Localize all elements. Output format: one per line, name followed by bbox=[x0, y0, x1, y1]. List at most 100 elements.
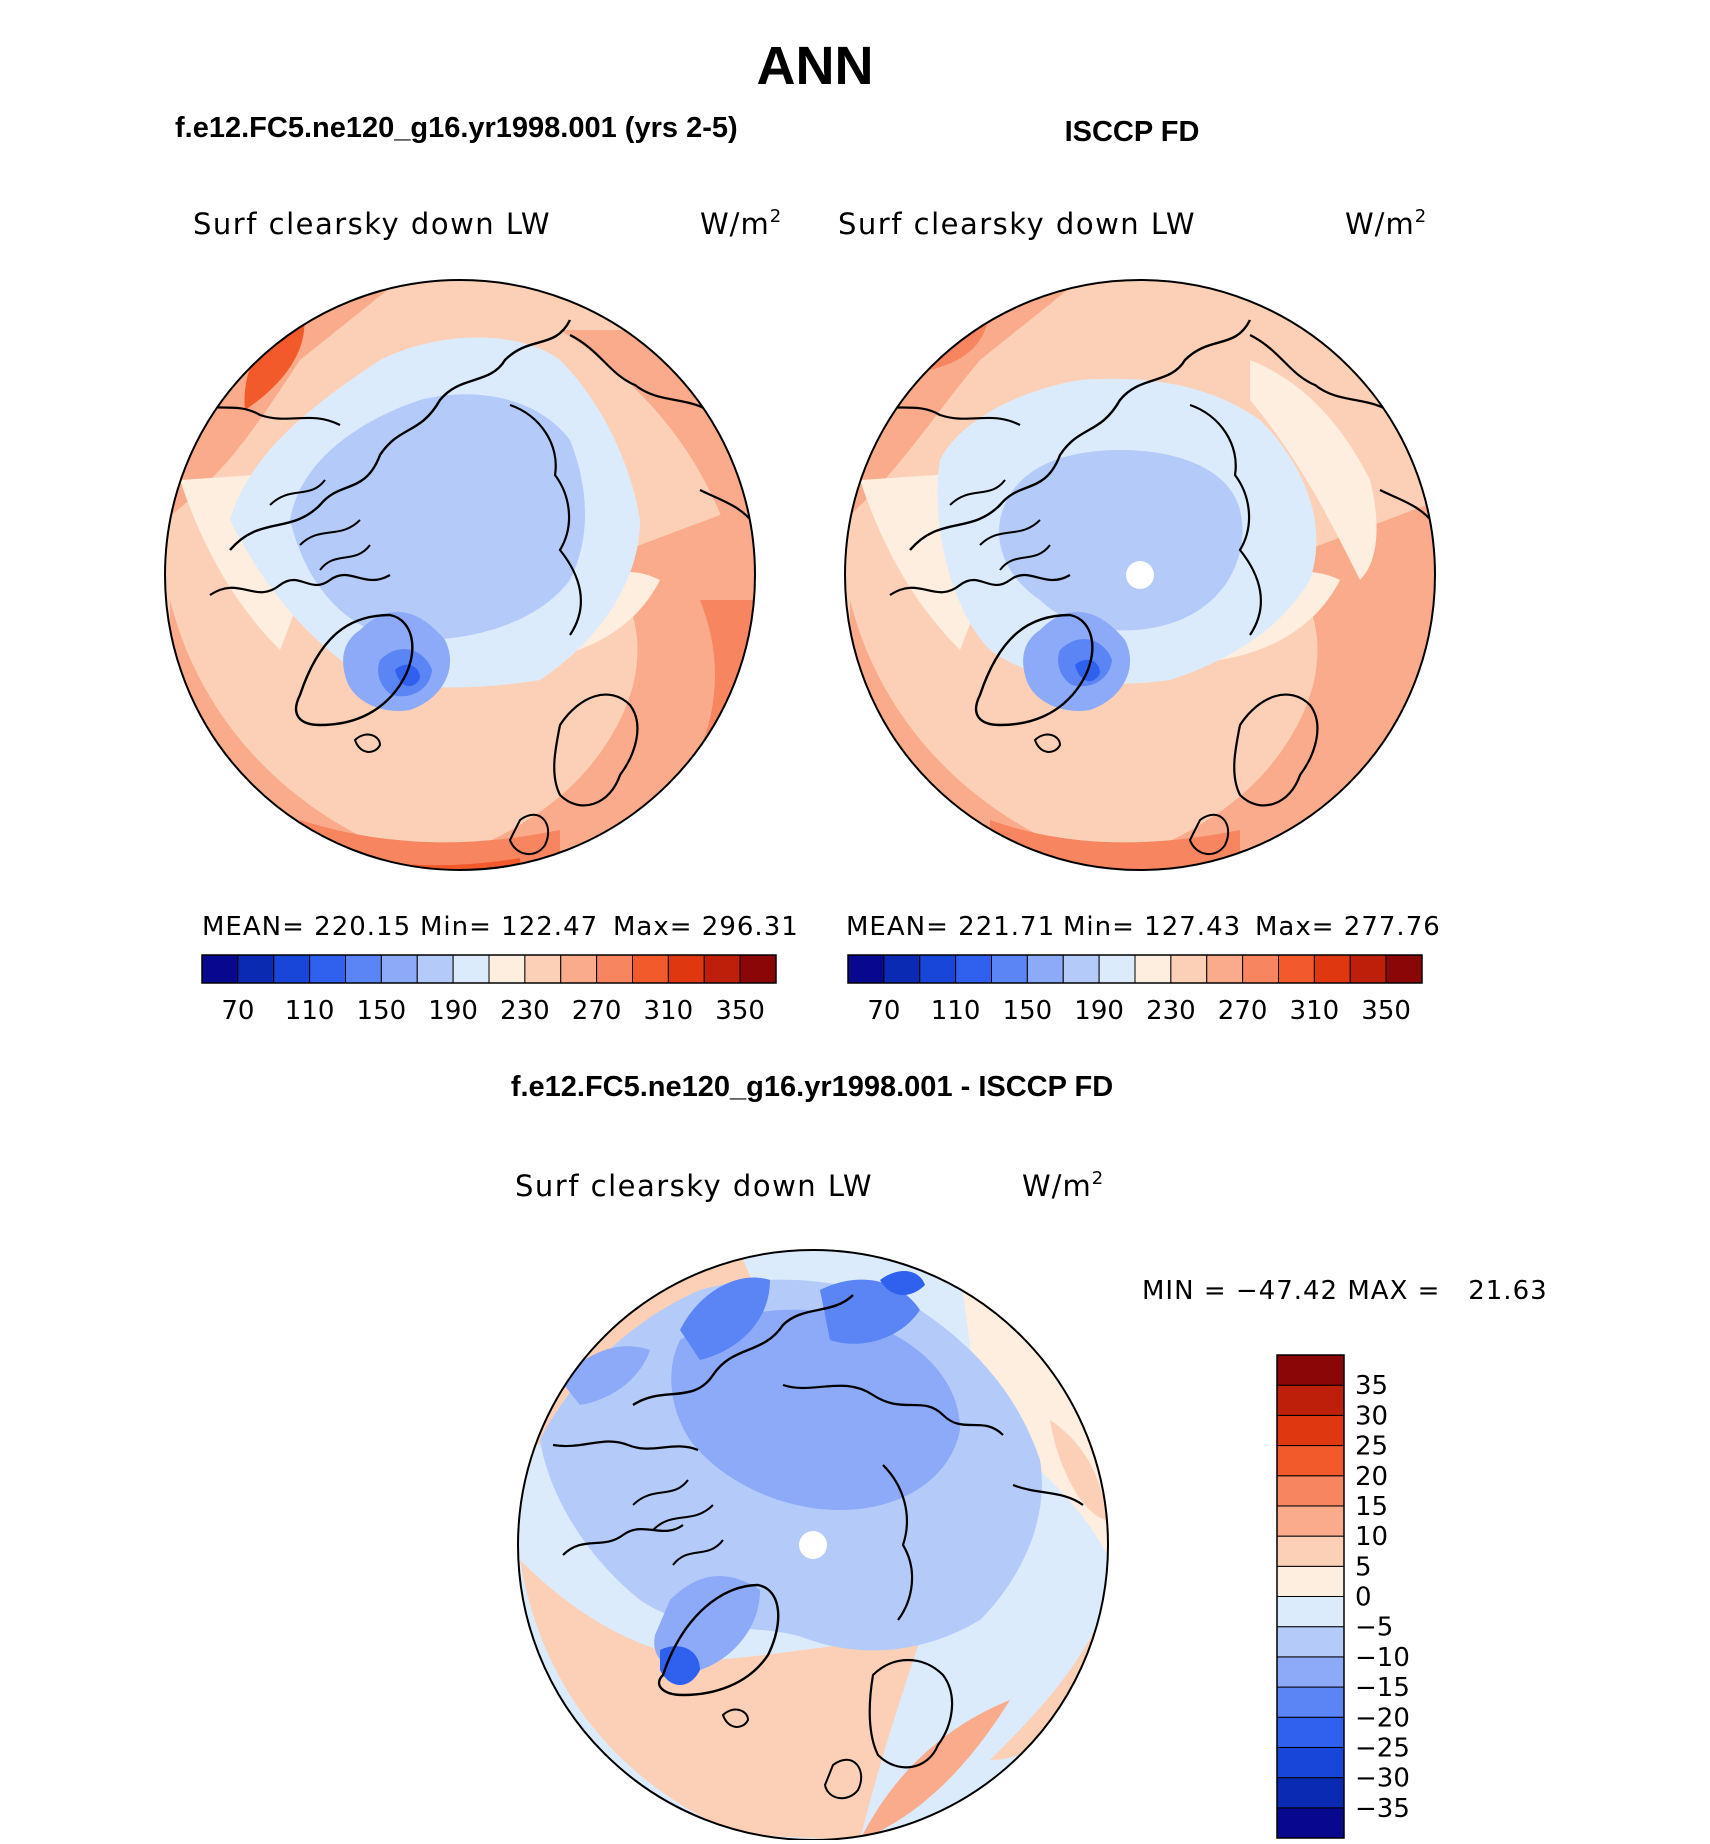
colorbar-swatch bbox=[1276, 1445, 1345, 1477]
colorbar-swatch bbox=[1276, 1384, 1345, 1416]
colorbar-swatch bbox=[596, 954, 633, 984]
colorbar-swatch bbox=[1276, 1656, 1345, 1688]
colorbar-tick-label: 310 bbox=[644, 996, 694, 1026]
colorbar-tick-label: 10 bbox=[1355, 1522, 1388, 1552]
colorbar-tick-label: 150 bbox=[1003, 996, 1053, 1026]
panel-heading-obs: ISCCP FD bbox=[1065, 116, 1200, 148]
colorbar-tick-label: −20 bbox=[1355, 1703, 1410, 1733]
colorbar-tick-label: −10 bbox=[1355, 1643, 1410, 1673]
colorbar-swatch bbox=[380, 954, 418, 984]
colorbar-swatch bbox=[1276, 1596, 1345, 1628]
colorbar-swatch bbox=[560, 954, 598, 984]
colorbar-tick-label: 350 bbox=[1361, 996, 1411, 1026]
colorbar-tick-label: −35 bbox=[1355, 1794, 1410, 1824]
stat-min: Min= 122.47 bbox=[420, 912, 598, 942]
colorbar-swatch bbox=[632, 954, 669, 984]
colorbar-swatch bbox=[1206, 954, 1244, 984]
colorbar-tick-label: 110 bbox=[931, 996, 981, 1026]
colorbar-swatch bbox=[1313, 954, 1351, 984]
colorbar-swatch bbox=[1349, 954, 1387, 984]
colorbar-tick-label: 15 bbox=[1355, 1492, 1388, 1522]
units-label: W/m2 bbox=[1345, 206, 1427, 241]
colorbar-tick-label: 310 bbox=[1290, 996, 1340, 1026]
colorbar-swatch bbox=[1170, 954, 1208, 984]
colorbar-swatch bbox=[1276, 1414, 1345, 1447]
colorbar-tick-label: 110 bbox=[285, 996, 335, 1026]
colorbar-swatch bbox=[1098, 954, 1136, 984]
colorbar-swatch bbox=[1385, 954, 1423, 984]
colorbar-swatch bbox=[1276, 1626, 1345, 1658]
colorbar-swatch bbox=[488, 954, 526, 984]
colorbar-tick-label: 70 bbox=[221, 996, 254, 1026]
colorbar-swatch bbox=[273, 954, 311, 984]
colorbar-swatch bbox=[1276, 1716, 1345, 1748]
colorbar-tick-label: 190 bbox=[428, 996, 478, 1026]
colorbar-tick-label: 270 bbox=[572, 996, 622, 1026]
figure-title: ANN bbox=[757, 36, 874, 96]
colorbar-swatch bbox=[739, 954, 777, 984]
colorbar-swatch bbox=[1134, 954, 1172, 984]
colorbar-swatch bbox=[416, 954, 454, 984]
panel-heading-diff: f.e12.FC5.ne120_g16.yr1998.001 - ISCCP F… bbox=[511, 1071, 1113, 1103]
variable-label: Surf clearsky down LW bbox=[838, 207, 1196, 241]
colorbar-swatch bbox=[1276, 1475, 1345, 1507]
stat-mean: MEAN= 220.15 bbox=[202, 912, 411, 942]
diff-minmax: MIN = −47.42 MAX = 21.63 bbox=[1142, 1276, 1548, 1306]
colorbar-tick-label: 20 bbox=[1355, 1462, 1388, 1492]
colorbar-swatch bbox=[524, 954, 562, 984]
colorbar-swatch bbox=[1278, 954, 1315, 984]
colorbar-tick-label: 190 bbox=[1074, 996, 1124, 1026]
panel-model: Surf clearsky down LW W/m2 MEAN= 220.15 … bbox=[164, 206, 798, 1026]
colorbar-tick-label: −30 bbox=[1355, 1764, 1410, 1794]
variable-label: Surf clearsky down LW bbox=[193, 207, 551, 241]
stat-mean: MEAN= 221.71 bbox=[846, 912, 1055, 942]
colorbar-tick-label: −5 bbox=[1355, 1613, 1393, 1643]
colorbar-frame bbox=[1276, 1354, 1345, 1839]
colorbar-tick-label: 230 bbox=[500, 996, 550, 1026]
colorbar-swatch bbox=[1026, 954, 1064, 984]
map-model bbox=[165, 280, 755, 870]
colorbar-swatch bbox=[919, 954, 957, 984]
map-boundary bbox=[844, 279, 1436, 871]
colorbar-tick-label: 25 bbox=[1355, 1432, 1388, 1462]
units-label: W/m2 bbox=[700, 206, 782, 241]
colorbar-frame bbox=[201, 954, 777, 984]
map-boundary bbox=[164, 279, 756, 871]
colorbar-swatch bbox=[237, 954, 275, 984]
colorbar-tick-label: 0 bbox=[1355, 1583, 1372, 1613]
colorbar-tick-label: 5 bbox=[1355, 1552, 1372, 1582]
colorbar-swatch bbox=[703, 954, 741, 984]
stat-min: Min= 127.43 bbox=[1063, 912, 1241, 942]
panel-diff: f.e12.FC5.ne120_g16.yr1998.001 - ISCCP F… bbox=[511, 1071, 1548, 1841]
colorbar-swatch bbox=[1242, 954, 1279, 984]
map-obs bbox=[845, 280, 1435, 870]
colorbar-tick-label: 35 bbox=[1355, 1371, 1388, 1401]
colorbar-tick-label: −25 bbox=[1355, 1733, 1410, 1763]
colorbar-swatch bbox=[1276, 1807, 1345, 1839]
colorbar-swatch bbox=[1276, 1686, 1345, 1718]
colorbar-frame bbox=[847, 954, 1423, 984]
colorbar-swatch bbox=[667, 954, 705, 984]
colorbar-swatch bbox=[991, 954, 1028, 984]
colorbar-swatch bbox=[1276, 1535, 1345, 1567]
panel-heading-model: f.e12.FC5.ne120_g16.yr1998.001 (yrs 2-5) bbox=[175, 112, 738, 144]
colorbar-swatch bbox=[955, 954, 992, 984]
stat-max: Max= 277.76 bbox=[1255, 912, 1441, 942]
colorbar-swatch bbox=[1062, 954, 1100, 984]
map-diff bbox=[518, 1250, 1108, 1840]
colorbar-tick-label: 70 bbox=[867, 996, 900, 1026]
colorbar-swatch bbox=[309, 954, 346, 984]
colorbar-swatch bbox=[201, 954, 239, 984]
colorbar-tick-label: 150 bbox=[357, 996, 407, 1026]
colorbar-tick-label: −15 bbox=[1355, 1673, 1410, 1703]
colorbar-tick-label: 350 bbox=[715, 996, 765, 1026]
colorbar-swatch bbox=[1276, 1505, 1345, 1537]
colorbar-swatch bbox=[1276, 1777, 1345, 1809]
colorbar-swatch bbox=[1276, 1565, 1345, 1597]
colorbar-tick-label: 270 bbox=[1218, 996, 1268, 1026]
colorbar-swatch bbox=[345, 954, 382, 984]
colorbar-tick-label: 230 bbox=[1146, 996, 1196, 1026]
panel-obs: Surf clearsky down LW W/m2 MEAN= 221.71 … bbox=[838, 206, 1441, 1026]
